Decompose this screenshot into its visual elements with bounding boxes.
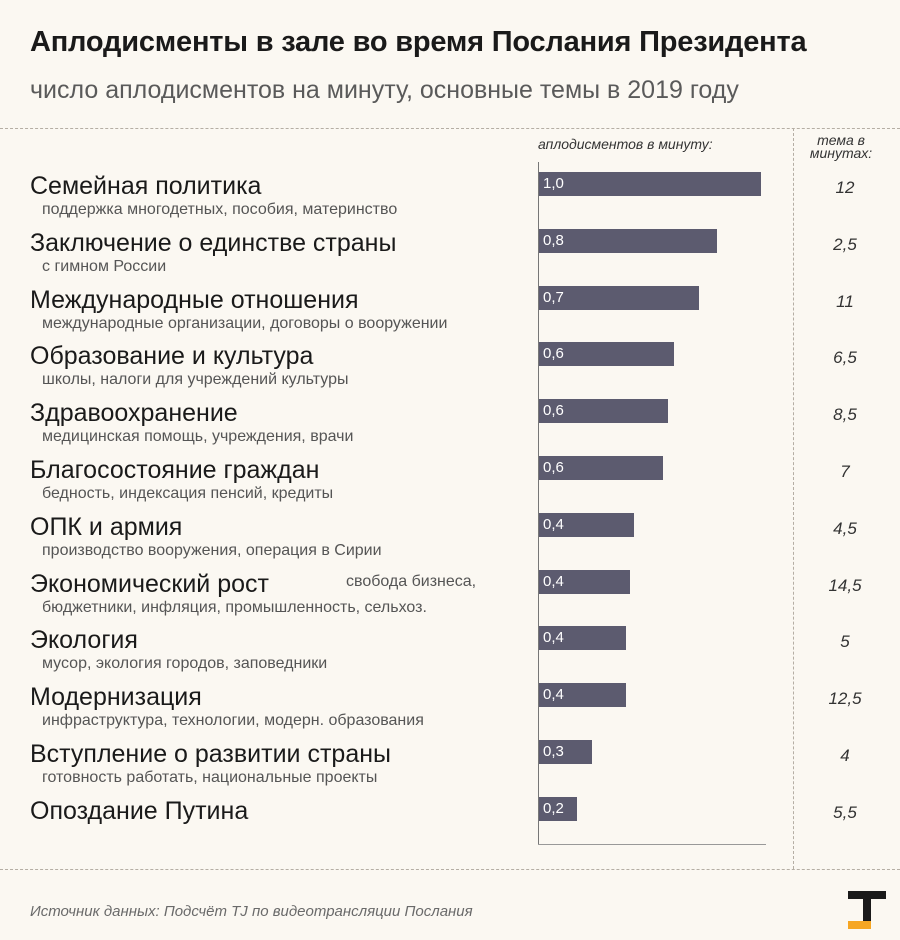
topic-minutes: 12 bbox=[835, 178, 855, 197]
chart-row: Модернизация инфраструктура, технологии, … bbox=[0, 683, 900, 740]
bar: 1,0 bbox=[539, 172, 761, 196]
topic-minutes: 2,5 bbox=[833, 235, 857, 254]
bottom-divider bbox=[0, 869, 900, 870]
topic-label: ОПК и армия bbox=[30, 513, 183, 541]
topic-description: бедность, индексация пенсий, кредиты bbox=[42, 485, 334, 502]
topic-minutes: 11 bbox=[836, 292, 854, 311]
chart-title: Аплодисменты в зале во время Послания Пр… bbox=[30, 26, 807, 58]
topic-description: с гимном России bbox=[42, 258, 167, 275]
topic-description: мусор, экология городов, заповедники bbox=[42, 655, 328, 672]
chart-subtitle: число аплодисментов на минуту, основные … bbox=[30, 76, 739, 104]
bar-value-label: 0,6 bbox=[543, 402, 564, 419]
topic-label: Международные отношения bbox=[30, 286, 359, 314]
topic-minutes: 5 bbox=[840, 632, 850, 651]
topic-minutes: 12,5 bbox=[828, 689, 862, 708]
bar: 0,4 bbox=[539, 626, 626, 650]
topic-minutes: 4 bbox=[840, 746, 850, 765]
topic-label: Благосостояние граждан bbox=[30, 456, 320, 484]
chart-row: Экономический рост свобода бизнеса, бюджет… bbox=[0, 570, 900, 627]
chart-row: Заключение о единстве страны с гимном Рос… bbox=[0, 229, 900, 286]
chart-row: Вступление о развитии страны готовность р… bbox=[0, 740, 900, 797]
chart-row: Здравоохранение медицинская помощь, учреж… bbox=[0, 399, 900, 456]
bar: 0,8 bbox=[539, 229, 717, 253]
topic-inline-description: свобода бизнеса, bbox=[346, 573, 477, 590]
bar-value-label: 0,6 bbox=[543, 345, 564, 362]
topic-minutes: 14,5 bbox=[828, 576, 862, 595]
bar-value-label: 0,4 bbox=[543, 516, 564, 533]
bar-value-label: 0,3 bbox=[543, 743, 564, 760]
chart-row: Образование и культура школы, налоги для … bbox=[0, 342, 900, 399]
topic-description: бюджетники, инфляция, промышленность, се… bbox=[42, 599, 427, 616]
bar-value-label: 0,4 bbox=[543, 629, 564, 646]
bar-value-label: 0,8 bbox=[543, 232, 564, 249]
bar: 0,4 bbox=[539, 570, 630, 594]
topic-description: международные организации, договоры о во… bbox=[42, 315, 448, 332]
top-divider bbox=[0, 128, 900, 129]
topic-minutes: 4,5 bbox=[833, 519, 857, 538]
topic-minutes: 7 bbox=[840, 462, 850, 481]
topic-label: Здравоохранение bbox=[30, 399, 238, 427]
topic-minutes: 5,5 bbox=[833, 803, 857, 822]
chart-row: Семейная политика поддержка многодетных, … bbox=[0, 172, 900, 229]
topic-description: инфраструктура, технологии, модерн. обра… bbox=[42, 712, 424, 729]
topic-minutes: 6,5 bbox=[833, 348, 857, 367]
topic-label: Семейная политика bbox=[30, 172, 262, 200]
minutes-column-header: тема в минутах: bbox=[809, 132, 873, 161]
topic-label: Заключение о единстве страны bbox=[30, 229, 397, 257]
bar: 0,7 bbox=[539, 286, 699, 310]
bar: 0,3 bbox=[539, 740, 592, 764]
chart-row: Опоздание Путина 0,2 5,5 bbox=[0, 797, 900, 854]
y-axis-line bbox=[538, 162, 539, 845]
topic-label: Экономический рост bbox=[30, 570, 269, 598]
bar-value-label: 0,2 bbox=[543, 800, 564, 817]
bar: 0,2 bbox=[539, 797, 577, 821]
bar-value-label: 1,0 bbox=[543, 175, 564, 192]
bar-value-label: 0,7 bbox=[543, 289, 564, 306]
bar: 0,6 bbox=[539, 399, 668, 423]
bar-value-label: 0,6 bbox=[543, 459, 564, 476]
topic-description: медицинская помощь, учреждения, врачи bbox=[42, 428, 354, 445]
topic-label: Модернизация bbox=[30, 683, 202, 711]
topic-label: Опоздание Путина bbox=[30, 797, 249, 825]
topic-label: Образование и культура bbox=[30, 342, 314, 370]
chart-row: ОПК и армия производство вооружения, опер… bbox=[0, 513, 900, 570]
topic-description: поддержка многодетных, пособия, материнс… bbox=[42, 201, 398, 218]
tj-logo bbox=[848, 891, 886, 929]
x-axis-baseline bbox=[538, 844, 766, 845]
bar-value-label: 0,4 bbox=[543, 573, 564, 590]
topic-label: Экология bbox=[30, 626, 138, 654]
bar: 0,6 bbox=[539, 342, 674, 366]
topic-description: производство вооружения, операция в Сири… bbox=[42, 542, 382, 559]
chart-row: Экология мусор, экология городов, заповед… bbox=[0, 626, 900, 683]
topic-minutes: 8,5 bbox=[833, 405, 857, 424]
topic-description: школы, налоги для учреждений культуры bbox=[42, 371, 349, 388]
topic-label: Вступление о развитии страны bbox=[30, 740, 391, 768]
bar: 0,6 bbox=[539, 456, 663, 480]
bar-value-label: 0,4 bbox=[543, 686, 564, 703]
column-divider bbox=[793, 128, 794, 869]
chart-row: Международные отношения международные орг… bbox=[0, 286, 900, 343]
source-note: Источник данных: Подсчёт TJ по видеотран… bbox=[30, 903, 473, 920]
bars-column-header: аплодисментов в минуту: bbox=[538, 136, 713, 152]
bar: 0,4 bbox=[539, 513, 634, 537]
chart-row: Благосостояние граждан бедность, индексац… bbox=[0, 456, 900, 513]
bar: 0,4 bbox=[539, 683, 626, 707]
topic-description: готовность работать, национальные проект… bbox=[42, 769, 378, 786]
